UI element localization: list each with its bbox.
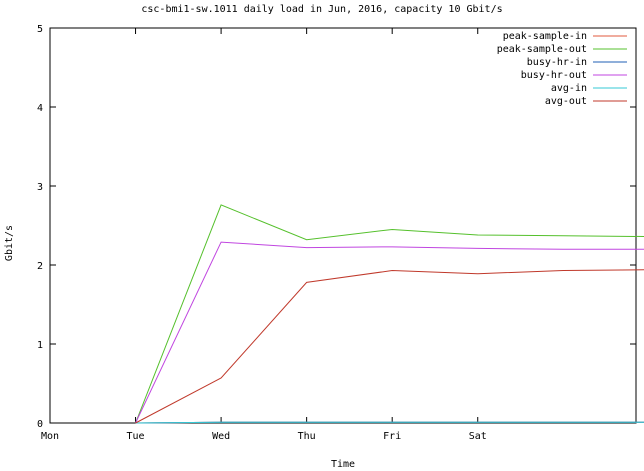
y-tick-label: 5	[37, 24, 43, 35]
series-line-avg-in	[135, 421, 644, 424]
legend-label: avg-in	[551, 83, 587, 94]
x-tick-label: Wed	[212, 431, 230, 442]
series-line-avg-out	[135, 269, 644, 424]
x-axis-label: Time	[331, 459, 355, 470]
x-tick-label: Thu	[298, 431, 316, 442]
legend-label: busy-hr-out	[521, 70, 587, 81]
legend-label: peak-sample-in	[503, 31, 587, 42]
series-line-peak-sample-out	[135, 204, 644, 424]
x-tick-label: Tue	[127, 431, 145, 442]
plot-frame	[49, 27, 637, 424]
y-tick-label: 2	[37, 261, 43, 272]
legend-label: peak-sample-out	[497, 44, 587, 55]
x-tick-label: Sat	[469, 431, 487, 442]
chart-title: csc-bmi1-sw.1011 daily load in Jun, 2016…	[141, 4, 502, 15]
legend-label: busy-hr-in	[527, 57, 587, 68]
legend-label: avg-out	[545, 96, 587, 107]
y-axis-label: Gbit/s	[4, 225, 15, 261]
x-tick-label: Fri	[383, 431, 401, 442]
y-tick-label: 3	[37, 182, 43, 193]
series-line-busy-hr-out	[135, 241, 644, 424]
y-tick-label: 4	[37, 103, 43, 114]
series-layer	[135, 204, 644, 424]
x-axis: Mon Tue Wed Thu Fri Sat	[41, 28, 487, 442]
y-tick-label: 1	[37, 340, 43, 351]
y-axis: 0 1 2 3 4 5	[37, 24, 636, 430]
legend: peak-sample-in peak-sample-out busy-hr-in b…	[497, 31, 627, 107]
y-tick-label: 0	[37, 419, 43, 430]
x-tick-label: Mon	[41, 431, 59, 442]
plot-area: 0 1 2 3 4 5 Mon Tue Wed Thu Fri Sat	[37, 24, 644, 442]
